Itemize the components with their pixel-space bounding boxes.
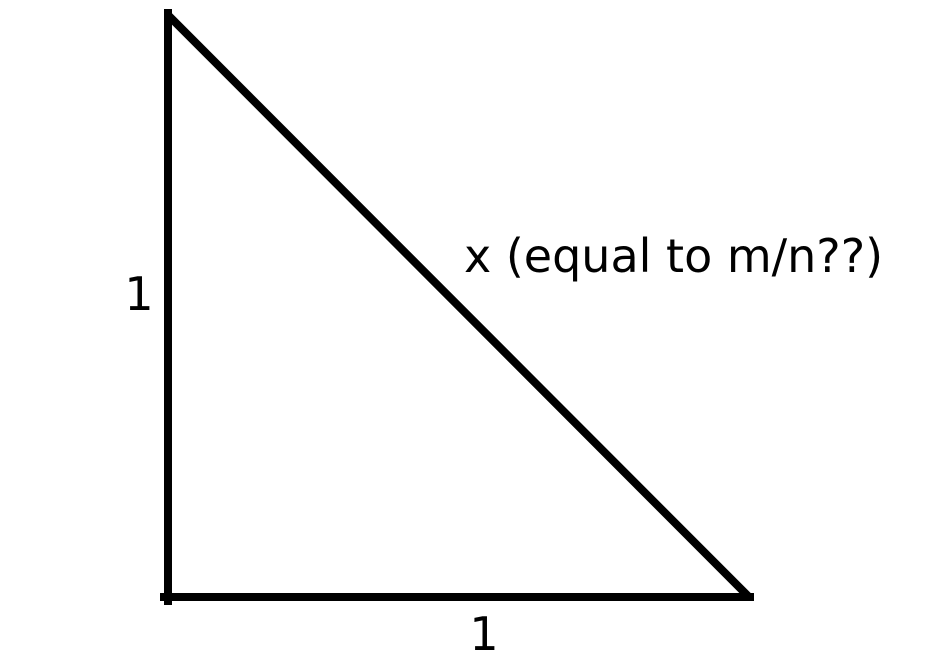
left-leg-label: 1 <box>124 267 153 321</box>
triangle-hypotenuse <box>164 11 752 600</box>
hypotenuse-label: x (equal to m/n??) <box>464 229 883 283</box>
bottom-leg-label: 1 <box>469 607 498 657</box>
